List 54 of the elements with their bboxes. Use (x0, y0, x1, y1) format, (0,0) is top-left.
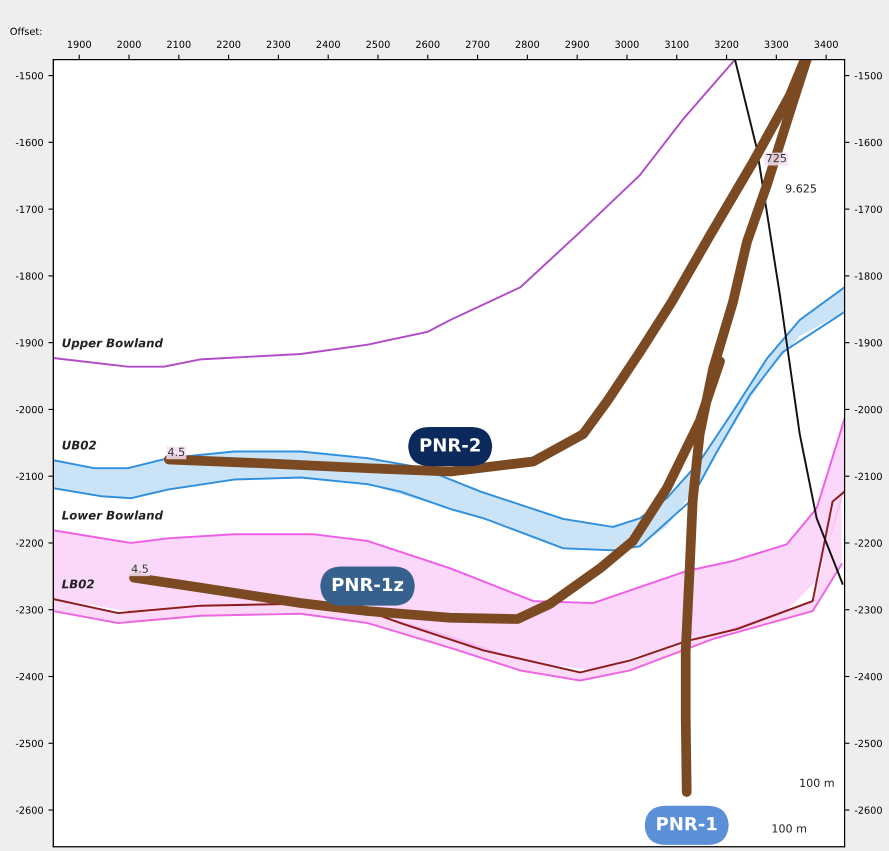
x-tick-label: 3300 (764, 40, 788, 48)
x-tick-label: 2600 (416, 40, 440, 48)
x-tick-label: 2500 (366, 40, 390, 48)
x-tick-label: 2900 (566, 40, 589, 48)
x-tick-label: 2100 (167, 40, 191, 48)
annotation: 100 m (800, 778, 834, 787)
x-tick-label: 2400 (316, 40, 340, 48)
annotation: 9.625 (786, 184, 816, 193)
series-label: PNR-1 (657, 817, 717, 830)
y2-tick-label: -1700 (854, 206, 882, 213)
x-tick-label: 1900 (68, 40, 91, 48)
x-tick-label: 2300 (266, 40, 290, 48)
y2-tick-label: -2000 (854, 406, 882, 414)
series-label: UB02 (62, 440, 96, 450)
y2-tick-label: -1900 (854, 339, 882, 346)
y-tick-label: -2600 (16, 806, 43, 814)
y2-tick-label: -1600 (854, 138, 882, 146)
y-tick-label: -1600 (16, 138, 43, 146)
y-tick-label: -2200 (16, 539, 43, 547)
y2-tick-label: -1800 (854, 272, 882, 280)
y-tick-label: -2400 (16, 672, 43, 680)
y2-tick-label: -2100 (854, 472, 882, 480)
x-tick-label: 2000 (117, 40, 141, 48)
x-tick-label: 2200 (216, 40, 240, 48)
y-tick-label: -1800 (16, 272, 43, 280)
y-tick-label: -1900 (16, 339, 43, 346)
y-tick-label: -2100 (16, 472, 43, 480)
annotation: 4.5 (168, 448, 184, 456)
series-label: LB02 (62, 579, 94, 588)
y2-tick-label: -2200 (854, 539, 882, 547)
x-tick-label: 2700 (466, 40, 490, 48)
x-tick-label: 3400 (814, 40, 838, 48)
y-tick-label: -1700 (16, 206, 43, 213)
y-tick-label: -2000 (16, 406, 43, 414)
x-axis-title: Offset: (10, 27, 42, 36)
y2-tick-label: -2500 (854, 740, 882, 748)
x-tick-label: 2800 (516, 40, 540, 48)
series-label: PNR-2 (420, 438, 480, 452)
series-label: Lower Bowland (62, 510, 164, 520)
y2-tick-label: -1500 (854, 72, 882, 80)
y2-tick-label: -2400 (854, 672, 882, 680)
series-label: PNR-1z (332, 578, 404, 592)
y-tick-label: -2500 (16, 740, 43, 748)
annotation: 725 (766, 154, 786, 162)
y-tick-label: -1500 (16, 72, 43, 80)
annotation: 100 m (772, 824, 806, 833)
x-tick-label: 3100 (665, 40, 688, 48)
series-label: Upper Bowland (62, 338, 164, 350)
annotation: 4.5 (132, 564, 148, 573)
x-tick-label: 3000 (615, 40, 639, 48)
x-tick-label: 3200 (714, 40, 738, 48)
y2-tick-label: -2600 (854, 806, 882, 814)
y-tick-label: -2300 (16, 606, 43, 614)
y2-tick-label: -2300 (854, 606, 882, 614)
